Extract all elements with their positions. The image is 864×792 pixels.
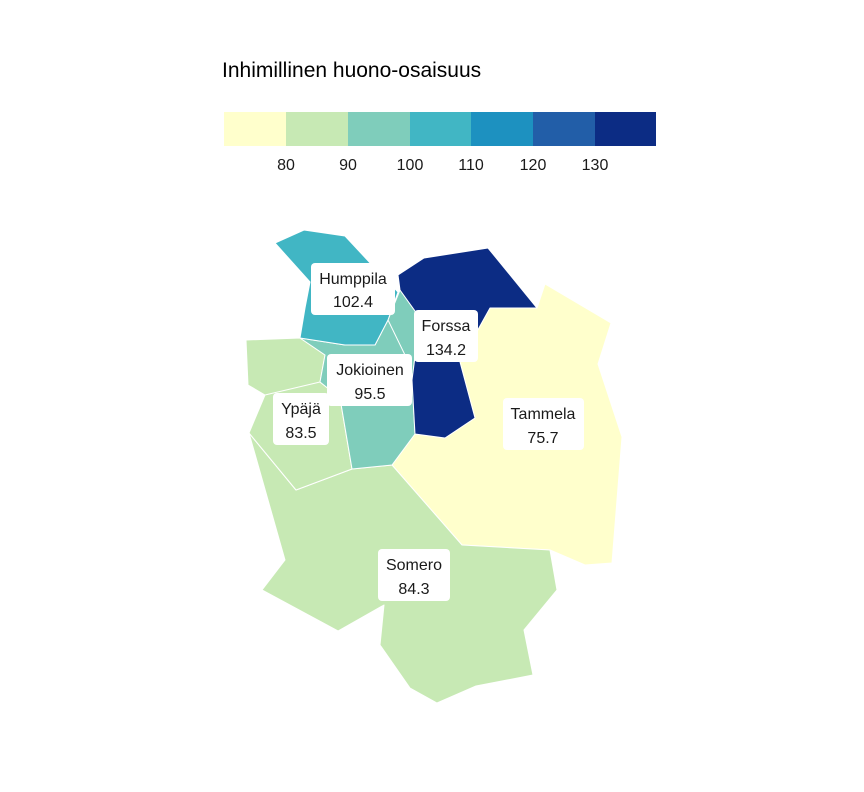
region-value: 84.3 [398, 581, 429, 598]
legend-bin [595, 112, 656, 146]
label-box [273, 393, 329, 445]
legend-tick-label: 80 [277, 157, 295, 174]
municipality-map [245, 229, 623, 704]
legend-tick-label: 110 [458, 157, 484, 174]
label-ypaja: Ypäjä 83.5 [273, 393, 329, 445]
region-value: 83.5 [285, 425, 316, 442]
legend-tick-label: 90 [339, 157, 357, 174]
legend: Inhimillinen huono-osaisuus 80 90 100 11… [222, 59, 656, 174]
region-value: 95.5 [354, 386, 385, 403]
legend-bin [533, 112, 595, 146]
legend-bin [410, 112, 471, 146]
label-box [414, 310, 478, 362]
region-name: Ypäjä [281, 401, 321, 418]
label-box [378, 549, 450, 601]
region-value: 102.4 [333, 294, 373, 311]
region-name: Humppila [319, 271, 387, 288]
legend-tick-label: 120 [520, 157, 547, 174]
legend-bin [348, 112, 410, 146]
label-humppila: Humppila 102.4 [311, 263, 395, 315]
label-forssa: Forssa 134.2 [414, 310, 478, 362]
label-box [311, 263, 395, 315]
legend-bin [286, 112, 348, 146]
label-box [327, 354, 412, 406]
region-name: Tammela [511, 406, 576, 423]
legend-ticks: 80 90 100 110 120 130 [277, 157, 608, 174]
label-somero: Somero 84.3 [378, 549, 450, 601]
legend-tick-label: 100 [397, 157, 424, 174]
legend-color-bar [224, 112, 656, 146]
region-name: Jokioinen [336, 362, 404, 379]
legend-bin [224, 112, 286, 146]
legend-tick-label: 130 [582, 157, 609, 174]
region-name: Somero [386, 557, 442, 574]
region-value: 134.2 [426, 342, 466, 359]
region-name: Forssa [422, 318, 471, 335]
region-labels: Humppila 102.4 Forssa 134.2 Jokioinen 95… [273, 263, 584, 601]
legend-title: Inhimillinen huono-osaisuus [222, 59, 481, 82]
region-value: 75.7 [527, 430, 558, 447]
legend-bin [471, 112, 533, 146]
label-box [503, 398, 584, 450]
label-tammela: Tammela 75.7 [503, 398, 584, 450]
label-jokioinen: Jokioinen 95.5 [327, 354, 412, 406]
